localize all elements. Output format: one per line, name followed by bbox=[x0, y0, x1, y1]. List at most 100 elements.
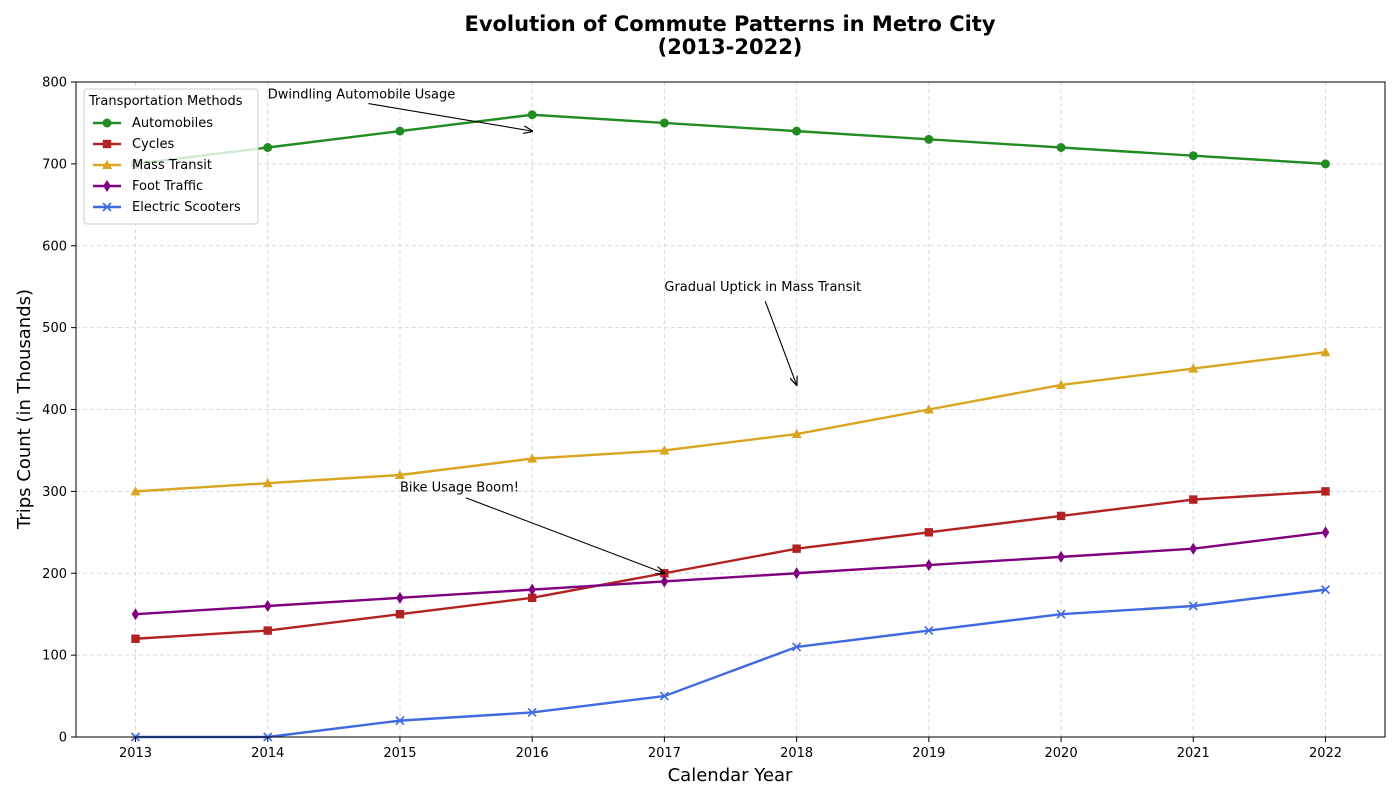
x-axis-label: Calendar Year bbox=[668, 765, 793, 786]
data-point-foot-traffic-2019 bbox=[925, 559, 933, 572]
legend-item-cycles: Cycles bbox=[93, 137, 175, 152]
data-point-electric-scooters-2021 bbox=[1188, 601, 1198, 611]
legend-box bbox=[83, 88, 259, 225]
series-mass-transit bbox=[130, 346, 1331, 496]
data-point-automobiles-2022 bbox=[1321, 159, 1330, 169]
data-point-cycles-2014 bbox=[263, 626, 272, 635]
y-tick-label-200: 200 bbox=[42, 567, 67, 582]
data-point-electric-scooters-2022 bbox=[1320, 585, 1331, 595]
data-point-foot-traffic-2014 bbox=[263, 600, 272, 612]
legend-label-mass-transit: Mass Transit bbox=[132, 158, 212, 173]
annotation-dwindling-automobile-usage: Dwindling Automobile Usage bbox=[268, 87, 532, 131]
data-point-electric-scooters-2019 bbox=[924, 625, 934, 636]
legend-swatch-marker-electric-scooters bbox=[102, 202, 112, 212]
data-point-automobiles-2019 bbox=[924, 134, 934, 144]
legend-item-electric-scooters: Electric Scooters bbox=[93, 200, 241, 215]
annotation-bike-usage-boom: Bike Usage Boom! bbox=[400, 480, 664, 573]
y-tick-label-400: 400 bbox=[42, 403, 67, 418]
y-axis-ticks: 0 100 200 300 400 500 600 700 800 bbox=[42, 76, 76, 746]
series-automobiles bbox=[131, 110, 1330, 169]
data-point-electric-scooters-2017 bbox=[659, 691, 669, 701]
data-point-automobiles-2017 bbox=[659, 118, 669, 128]
data-point-automobiles-2018 bbox=[792, 126, 802, 136]
data-point-electric-scooters-2018 bbox=[792, 642, 802, 652]
data-point-mass-transit-2021 bbox=[1188, 363, 1199, 373]
series-cycles bbox=[131, 487, 1330, 643]
series-line-mass-transit bbox=[135, 350, 1326, 493]
legend-swatch-marker-automobiles bbox=[102, 118, 112, 128]
grid bbox=[76, 81, 1385, 738]
data-point-electric-scooters-2020 bbox=[1056, 609, 1066, 619]
y-tick-label-100: 100 bbox=[42, 649, 67, 664]
annotation-text-gradual-uptick-in-mass-transit: Gradual Uptick in Mass Transit bbox=[664, 280, 861, 295]
series-line-electric-scooters bbox=[135, 588, 1326, 739]
data-point-mass-transit-2017 bbox=[659, 445, 670, 455]
data-point-foot-traffic-2017 bbox=[660, 575, 669, 588]
data-point-cycles-2015 bbox=[395, 609, 405, 619]
data-point-mass-transit-2018 bbox=[791, 428, 802, 439]
y-tick-label-0: 0 bbox=[59, 731, 67, 746]
series-foot-traffic bbox=[131, 526, 1330, 621]
data-point-cycles-2019 bbox=[924, 528, 934, 537]
y-axis-label: Trips Count (in Thousands) bbox=[14, 289, 35, 530]
data-point-foot-traffic-2022 bbox=[1321, 526, 1330, 539]
chart-title-line-2: (2013-2022) bbox=[658, 35, 803, 59]
data-point-automobiles-2020 bbox=[1056, 143, 1066, 152]
data-point-automobiles-2016 bbox=[527, 110, 537, 120]
x-tick-label-2019: 2019 bbox=[912, 746, 945, 761]
x-tick-label-2013: 2013 bbox=[119, 746, 152, 761]
y-tick-label-800: 800 bbox=[42, 76, 67, 91]
legend-label-cycles: Cycles bbox=[132, 137, 175, 152]
legend-swatch-marker-cycles bbox=[102, 139, 112, 149]
x-tick-label-2016: 2016 bbox=[516, 746, 549, 761]
data-point-foot-traffic-2015 bbox=[396, 591, 404, 604]
annotation-layer: Dwindling Automobile Usage Gradual Uptick… bbox=[268, 87, 861, 573]
annotation-text-dwindling-automobile-usage: Dwindling Automobile Usage bbox=[268, 87, 456, 102]
x-tick-label-2018: 2018 bbox=[780, 746, 813, 761]
data-point-foot-traffic-2018 bbox=[792, 567, 801, 580]
legend-swatch-marker-mass-transit bbox=[102, 159, 112, 169]
legend-label-foot-traffic: Foot Traffic bbox=[132, 179, 203, 194]
x-tick-label-2022: 2022 bbox=[1309, 746, 1342, 761]
x-tick-label-2021: 2021 bbox=[1177, 746, 1210, 761]
y-tick-label-500: 500 bbox=[42, 321, 67, 336]
data-point-cycles-2018 bbox=[792, 544, 801, 553]
data-point-cycles-2013 bbox=[131, 634, 140, 643]
y-tick-label-700: 700 bbox=[42, 157, 67, 172]
data-point-foot-traffic-2013 bbox=[131, 608, 140, 621]
x-tick-label-2017: 2017 bbox=[648, 746, 681, 761]
data-point-foot-traffic-2021 bbox=[1189, 542, 1198, 555]
legend-label-automobiles: Automobiles bbox=[132, 116, 213, 131]
chart-title-line-1: Evolution of Commute Patterns in Metro C… bbox=[464, 12, 995, 36]
annotation-arrow-gradual-uptick-in-mass-transit bbox=[764, 301, 796, 385]
data-point-mass-transit-2020 bbox=[1056, 379, 1067, 389]
legend: Transportation Methods Automobiles Cycles… bbox=[83, 88, 259, 225]
data-point-automobiles-2015 bbox=[395, 126, 405, 136]
annotation-text-bike-usage-boom: Bike Usage Boom! bbox=[400, 480, 519, 495]
legend-label-electric-scooters: Electric Scooters bbox=[132, 200, 241, 215]
series-line-cycles bbox=[135, 490, 1326, 640]
series-electric-scooters bbox=[130, 585, 1331, 742]
y-tick-label-600: 600 bbox=[42, 239, 67, 254]
data-point-automobiles-2014 bbox=[263, 143, 273, 152]
data-point-cycles-2021 bbox=[1189, 495, 1198, 504]
legend-item-automobiles: Automobiles bbox=[93, 116, 213, 131]
data-point-foot-traffic-2016 bbox=[528, 583, 536, 596]
data-point-foot-traffic-2020 bbox=[1057, 550, 1065, 563]
annotation-arrow-bike-usage-boom bbox=[465, 497, 664, 573]
series-layer bbox=[130, 110, 1331, 742]
legend-title: Transportation Methods bbox=[88, 94, 243, 109]
data-point-mass-transit-2015 bbox=[394, 469, 405, 479]
data-point-cycles-2020 bbox=[1056, 511, 1066, 521]
data-point-mass-transit-2013 bbox=[130, 486, 141, 496]
legend-swatch-marker-foot-traffic bbox=[103, 180, 111, 192]
series-line-automobiles bbox=[135, 113, 1326, 166]
x-axis-ticks: 2013 2014 2015 2016 2017 2018 2019 2020 2021 2022 bbox=[119, 737, 1342, 761]
annotation-arrow-dwindling-automobile-usage bbox=[368, 102, 532, 132]
legend-items: Automobiles Cycles Mass Transit Foot Traffi… bbox=[93, 116, 241, 215]
data-point-automobiles-2021 bbox=[1188, 151, 1198, 161]
data-point-electric-scooters-2016 bbox=[527, 707, 537, 718]
legend-item-foot-traffic: Foot Traffic bbox=[93, 179, 203, 194]
